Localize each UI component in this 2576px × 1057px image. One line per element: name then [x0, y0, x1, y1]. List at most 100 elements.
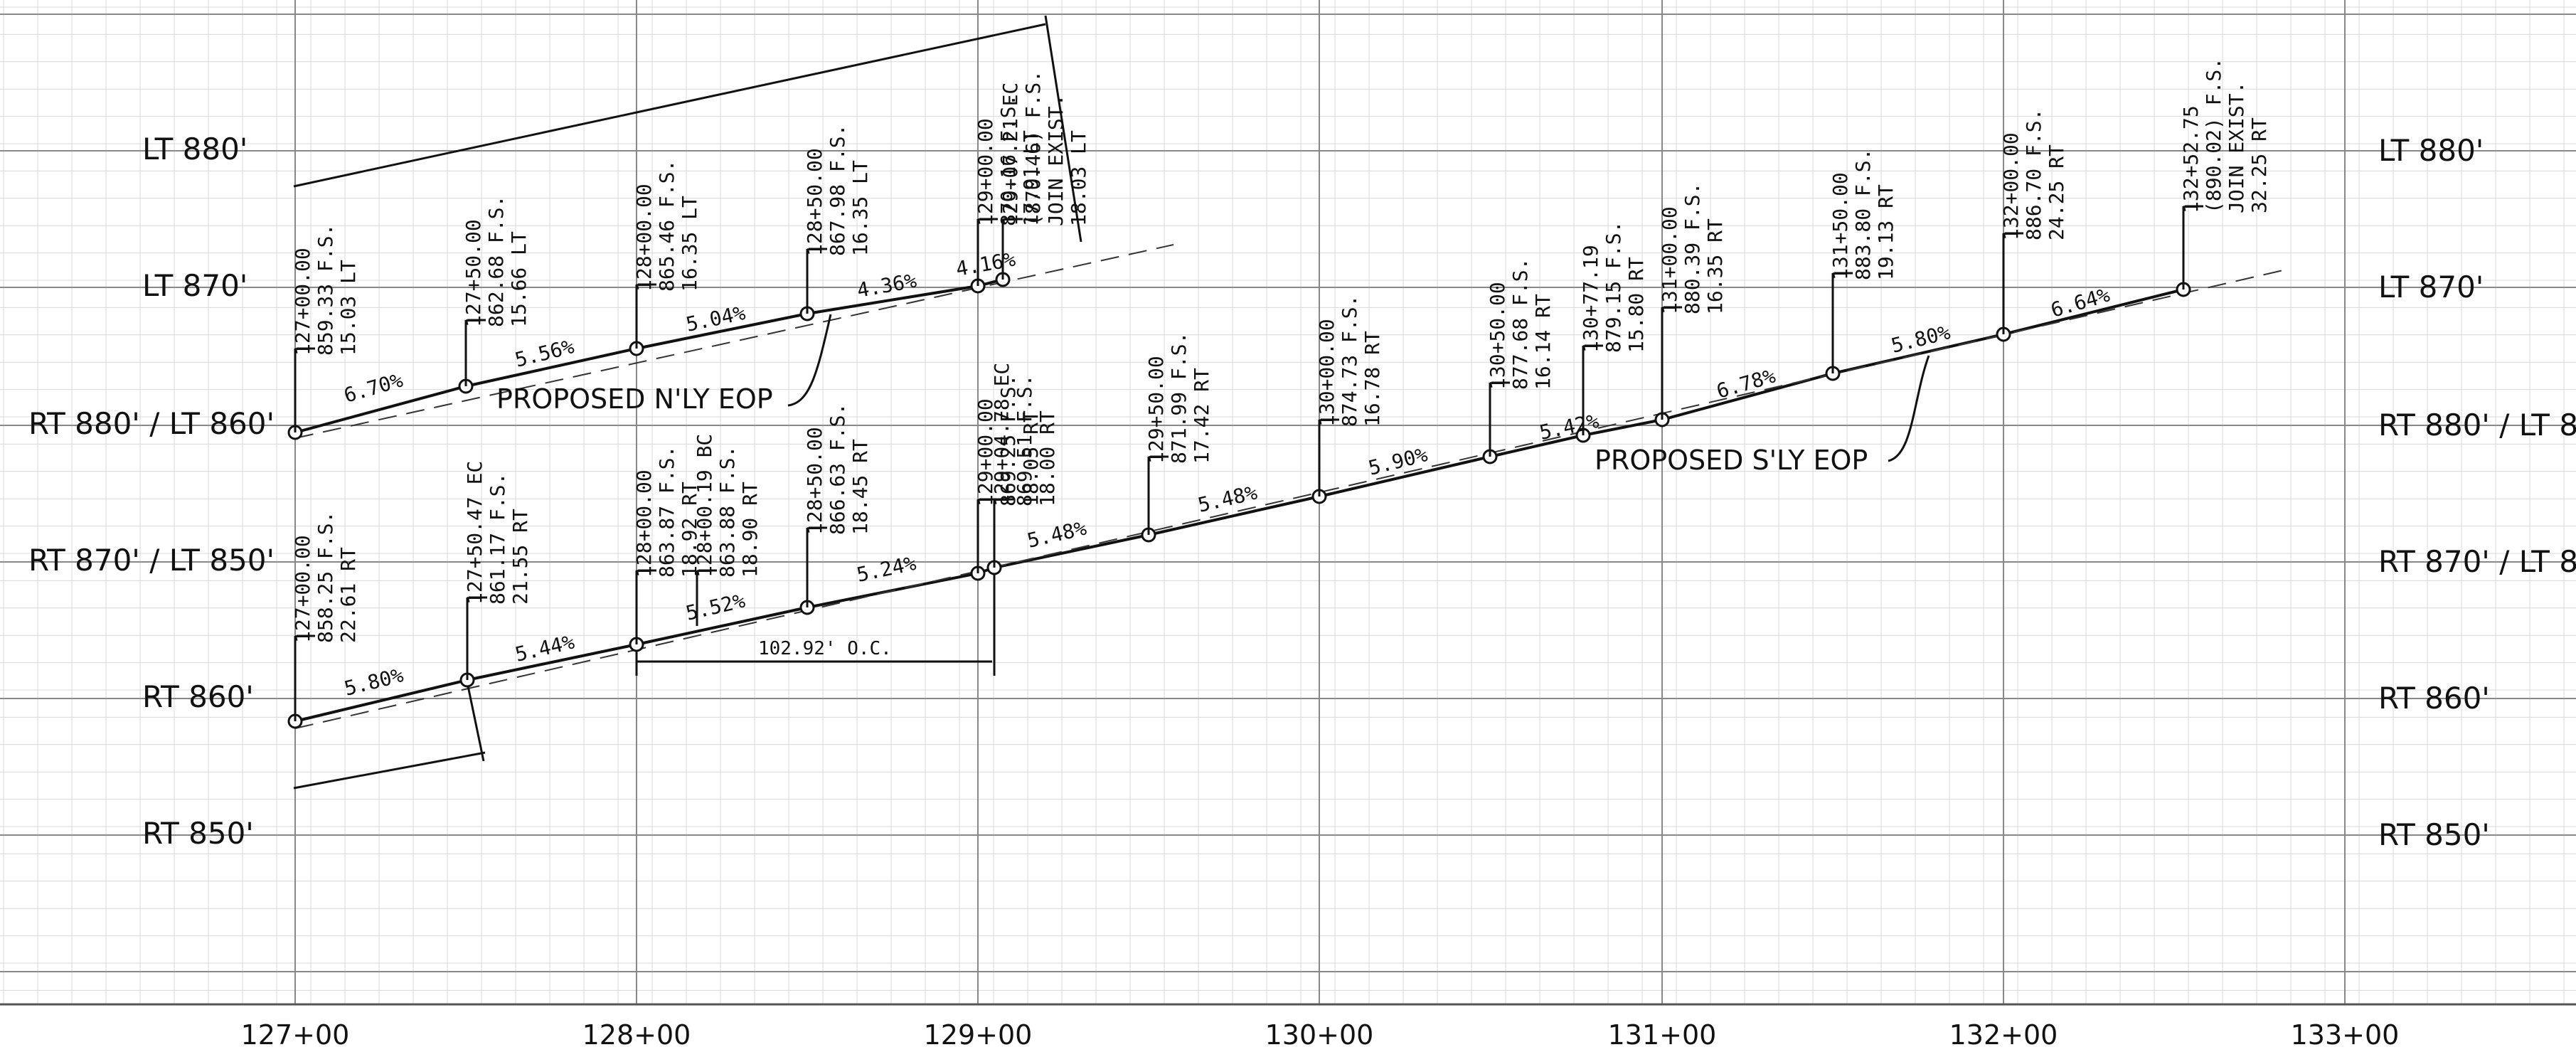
north-callout-text: 15.66 LT	[507, 231, 531, 327]
south-callout-text: 127+00.00	[291, 535, 314, 643]
south-callout-text: 858.25 F.S.	[314, 511, 337, 643]
south-callout-text: 18.92 RT	[678, 482, 701, 578]
station-label: 130+00	[1265, 1019, 1374, 1051]
south-callout-text: 15.80 RT	[1624, 257, 1648, 353]
south-callout-text: 132+52.75	[2179, 105, 2203, 213]
north-callout-text: 18.03 LT	[1067, 130, 1090, 226]
south-callout-text: 863.88 F.S.	[715, 446, 739, 578]
south-eop-label: PROPOSED S'LY EOP	[1595, 445, 1868, 476]
south-callout-text: 17.42 RT	[1190, 368, 1213, 464]
south-callout-text: 18.45 RT	[848, 439, 872, 535]
station-label: 128+00	[582, 1019, 691, 1051]
south-callout-text: 18.90 RT	[738, 482, 762, 578]
south-callout-text: 19.13 RT	[1874, 184, 1898, 280]
north-callout-text: 127+00.00	[291, 248, 314, 356]
north-callout-text: 128+50.00	[803, 148, 826, 256]
north-callout-text: 16.35 LT	[848, 160, 872, 256]
right-label: RT 870' / LT 850'	[2378, 544, 2576, 579]
south-callout-text: 131+50.00	[1829, 172, 1852, 280]
south-callout-text: 129+00.00	[974, 398, 997, 506]
north-callout-text: 16.35 LT	[678, 196, 701, 292]
left-label: RT 870' / LT 850'	[28, 543, 275, 578]
south-callout-text: 129+04.78 EC	[990, 363, 1013, 506]
south-callout-text: 21.55 RT	[509, 509, 532, 605]
south-callout-text: JOIN EXIST.	[2225, 82, 2248, 213]
south-callout-text: 16.35 RT	[1703, 218, 1727, 314]
annotations: LT 880' LT 870' RT 880' / LT 860' RT 870…	[28, 132, 2576, 1051]
north-grade: 5.56%	[513, 334, 577, 371]
callouts: 127+00.00 859.33 F.S. 15.03 LT 127+50.00 862…	[291, 58, 2271, 721]
grid	[0, 0, 2576, 1006]
north-eop-label: PROPOSED N'LY EOP	[496, 383, 773, 415]
left-label: RT 880' / LT 860'	[28, 406, 275, 441]
profile-lines	[293, 15, 2284, 790]
south-callout-text: 130+50.00	[1486, 282, 1509, 390]
south-callout-text: 128+00.00	[632, 469, 656, 578]
dimension-label: 102.92' O.C.	[758, 638, 892, 659]
south-callout-text: 16.14 RT	[1531, 294, 1555, 390]
north-callout-text: 129+07.21 EC	[999, 83, 1022, 226]
right-label: RT 850'	[2378, 817, 2490, 852]
south-callout-text: 880.39 F.S.	[1681, 183, 1704, 314]
match-line-bottom-end	[464, 675, 485, 762]
left-label: LT 880'	[142, 132, 248, 166]
south-callout-text: 131+00.00	[1658, 206, 1681, 314]
north-callout-text: 15.03 LT	[336, 260, 360, 356]
right-label: RT 860'	[2378, 681, 2490, 716]
left-label: RT 860'	[142, 679, 254, 714]
station-label: 133+00	[2291, 1019, 2400, 1051]
south-callout-text: 16.78 RT	[1361, 331, 1384, 427]
south-grade: 5.52%	[683, 589, 747, 625]
north-callout-text: 17.91 LT	[1019, 130, 1043, 226]
right-label: LT 880'	[2378, 133, 2484, 168]
match-line-top	[293, 23, 1046, 188]
south-grade: 5.24%	[855, 551, 918, 587]
north-callout-text: 127+50.00	[462, 219, 485, 327]
right-label: LT 870'	[2378, 270, 2484, 304]
south-callout-text: (890.02) F.S.	[2202, 58, 2225, 213]
south-callout-text: 866.63 F.S.	[826, 403, 849, 535]
south-callout-text: 877.68 F.S.	[1508, 258, 1532, 390]
south-callout-text: 879.15 F.S.	[1602, 221, 1625, 353]
south-callout-text: 24.25 RT	[2045, 144, 2068, 240]
left-label: RT 850'	[142, 816, 254, 851]
right-label: RT 880' / LT 860'	[2378, 408, 2576, 442]
south-callout-text: 22.61 RT	[336, 547, 360, 643]
match-line-bottom	[293, 751, 486, 790]
south-callout-text: 886.70 F.S.	[2022, 109, 2045, 240]
south-callout-text: 863.87 F.S.	[655, 446, 678, 578]
south-callout-text: 883.80 F.S.	[1851, 149, 1875, 280]
south-callout-text: 869.25 F.S.	[996, 375, 1020, 506]
station-label: 131+00	[1608, 1019, 1717, 1051]
north-grade: 6.70%	[341, 368, 405, 408]
station-label: 129+00	[924, 1019, 1033, 1051]
south-callout-text: 18.00 RT	[1036, 410, 1059, 506]
south-callout-text: 128+00.19 BC	[693, 434, 716, 578]
north-callout-text: JOIN EXIST.	[1044, 95, 1068, 226]
south-label-leader	[1888, 355, 1930, 462]
left-label: LT 870'	[142, 268, 248, 303]
south-callout-text: 869.51 F.S.	[1013, 375, 1036, 506]
south-callout-text: 18.05 RT	[1019, 410, 1043, 506]
north-callout-text: 867.98 F.S.	[826, 124, 849, 256]
south-callout-text: 32.25 RT	[2247, 117, 2271, 213]
north-callout-text: 129+00.00	[974, 118, 997, 226]
station-label: 132+00	[1949, 1019, 2058, 1051]
station-label: 127+00	[241, 1019, 350, 1051]
north-label-leader	[787, 314, 832, 407]
south-callout-text: 132+00.00	[1999, 132, 2023, 240]
south-callout-text: 128+50.00	[803, 427, 826, 535]
south-grade: 5.90%	[1366, 442, 1430, 479]
north-callout-text: (870.46) F.S.	[1021, 70, 1045, 226]
match-line-top-end	[1044, 15, 1082, 243]
south-callout-text: 127+50.47 EC	[463, 461, 486, 605]
south-callout-text: 871.99 F.S.	[1167, 332, 1191, 464]
south-callout-text: 130+77.19	[1579, 245, 1602, 353]
north-callout-text: 859.33 F.S.	[314, 224, 337, 356]
south-callout-text: 874.73 F.S.	[1338, 295, 1361, 427]
north-callout-text: 870.16 F.S.	[996, 95, 1020, 226]
south-callout-text: 129+50.00	[1144, 356, 1168, 464]
existing-south-line	[294, 270, 2284, 729]
